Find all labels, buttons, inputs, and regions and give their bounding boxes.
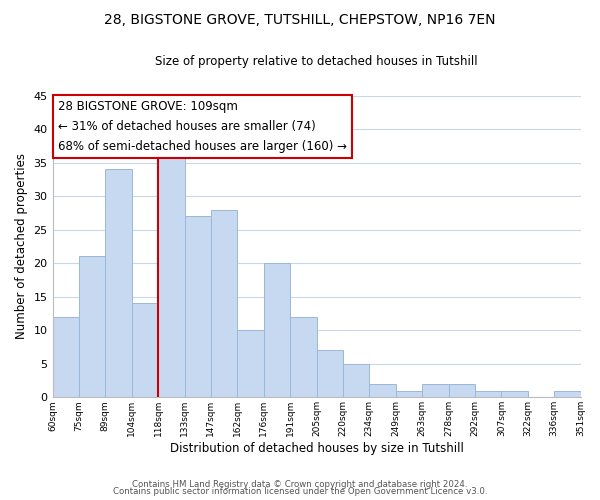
X-axis label: Distribution of detached houses by size in Tutshill: Distribution of detached houses by size …: [170, 442, 463, 455]
Bar: [475, 390, 502, 398]
Bar: [158, 156, 185, 398]
Title: Size of property relative to detached houses in Tutshill: Size of property relative to detached ho…: [155, 55, 478, 68]
Bar: [449, 384, 475, 398]
Bar: [264, 263, 290, 398]
Bar: [211, 210, 238, 398]
Bar: [290, 317, 317, 398]
Text: Contains HM Land Registry data © Crown copyright and database right 2024.: Contains HM Land Registry data © Crown c…: [132, 480, 468, 489]
Bar: [53, 317, 79, 398]
Bar: [185, 216, 211, 398]
Text: 28 BIGSTONE GROVE: 109sqm
← 31% of detached houses are smaller (74)
68% of semi-: 28 BIGSTONE GROVE: 109sqm ← 31% of detac…: [58, 100, 347, 153]
Y-axis label: Number of detached properties: Number of detached properties: [15, 154, 28, 340]
Bar: [317, 350, 343, 398]
Bar: [502, 390, 528, 398]
Bar: [554, 390, 581, 398]
Text: Contains public sector information licensed under the Open Government Licence v3: Contains public sector information licen…: [113, 487, 487, 496]
Bar: [106, 170, 132, 398]
Bar: [238, 330, 264, 398]
Bar: [79, 256, 106, 398]
Bar: [396, 390, 422, 398]
Text: 28, BIGSTONE GROVE, TUTSHILL, CHEPSTOW, NP16 7EN: 28, BIGSTONE GROVE, TUTSHILL, CHEPSTOW, …: [104, 12, 496, 26]
Bar: [132, 304, 158, 398]
Bar: [370, 384, 396, 398]
Bar: [343, 364, 370, 398]
Bar: [422, 384, 449, 398]
